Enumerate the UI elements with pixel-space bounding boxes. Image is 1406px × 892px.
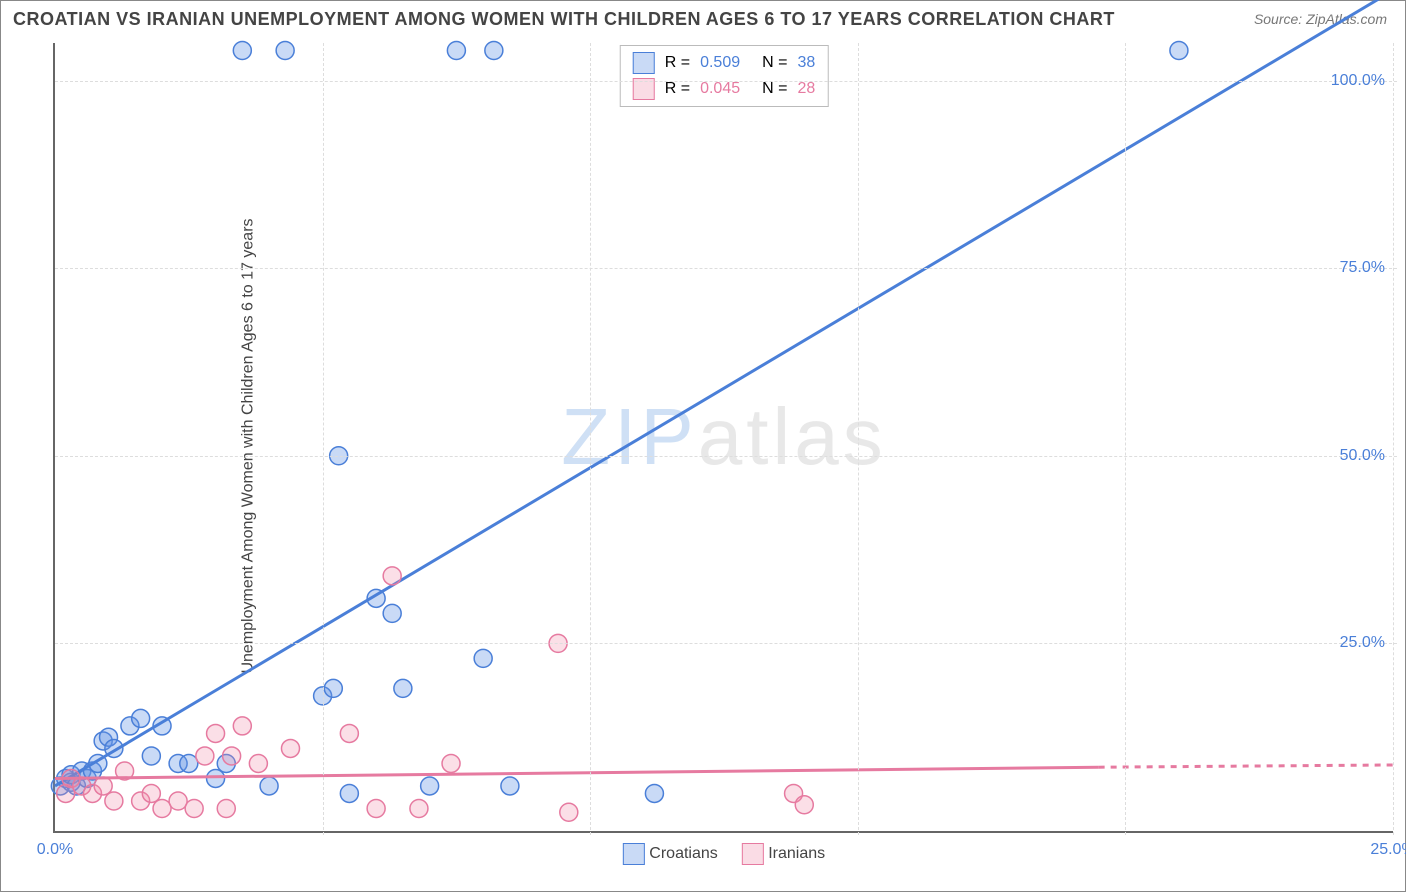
legend-item-iranians: Iranians <box>742 843 825 865</box>
swatch-pink <box>742 843 764 865</box>
legend-series: Croatians Iranians <box>623 843 825 865</box>
swatch-blue <box>623 843 645 865</box>
page-title: CROATIAN VS IRANIAN UNEMPLOYMENT AMONG W… <box>13 9 1115 30</box>
source-label: Source: ZipAtlas.com <box>1254 11 1387 27</box>
legend-item-croatians: Croatians <box>623 843 718 865</box>
plot-svg <box>55 43 1393 831</box>
legend-label: Iranians <box>768 845 825 862</box>
chart-area: ZIPatlas R = 0.509 N = 38 R = 0.045 N = … <box>53 43 1393 833</box>
legend-label: Croatians <box>649 845 717 862</box>
